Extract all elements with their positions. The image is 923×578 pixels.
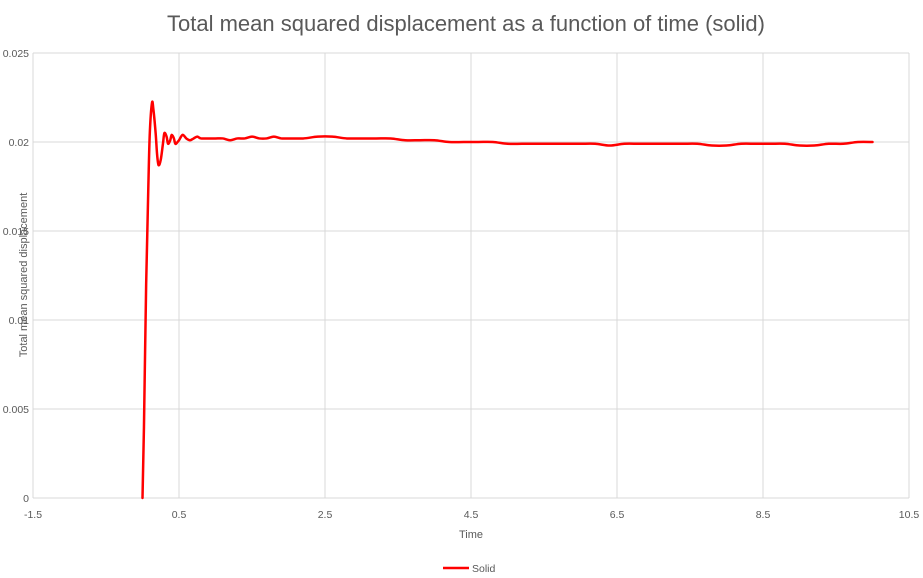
legend-label-solid: Solid [472,563,496,575]
x-tick-label: 10.5 [899,509,920,521]
x-axis-title: Time [459,529,483,541]
x-tick-label: 4.5 [464,509,479,521]
y-tick-label: 0.005 [3,404,29,416]
x-tick-label: -1.5 [24,509,42,521]
y-tick-label: 0.025 [3,48,29,60]
y-tick-label: 0.01 [9,315,30,327]
x-axis-ticks: -1.5 0.5 2.5 4.5 6.5 8.5 10.5 [24,509,919,521]
series-line-solid [141,100,874,500]
series-group [141,100,874,500]
x-tick-label: 2.5 [318,509,333,521]
x-tick-label: 0.5 [172,509,187,521]
x-tick-label: 8.5 [756,509,771,521]
legend: Solid [443,563,496,575]
y-tick-label: 0.015 [3,226,29,238]
y-axis-ticks: 0 0.005 0.01 0.015 0.02 0.025 [3,48,29,505]
grid [32,52,910,499]
chart-title: Total mean squared displacement as a fun… [167,11,765,36]
y-tick-label: 0 [23,493,29,505]
y-tick-label: 0.02 [9,137,30,149]
x-tick-label: 6.5 [610,509,625,521]
y-axis-title: Total mean squared displacement [18,193,30,357]
